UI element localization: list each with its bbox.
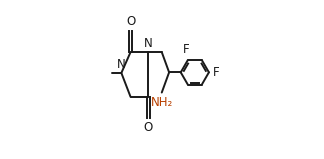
Text: F: F <box>213 66 219 79</box>
Text: N: N <box>117 58 126 70</box>
Text: O: O <box>126 15 135 28</box>
Text: N: N <box>144 37 153 50</box>
Text: NH₂: NH₂ <box>151 96 174 109</box>
Text: O: O <box>144 121 153 134</box>
Text: F: F <box>183 43 190 56</box>
